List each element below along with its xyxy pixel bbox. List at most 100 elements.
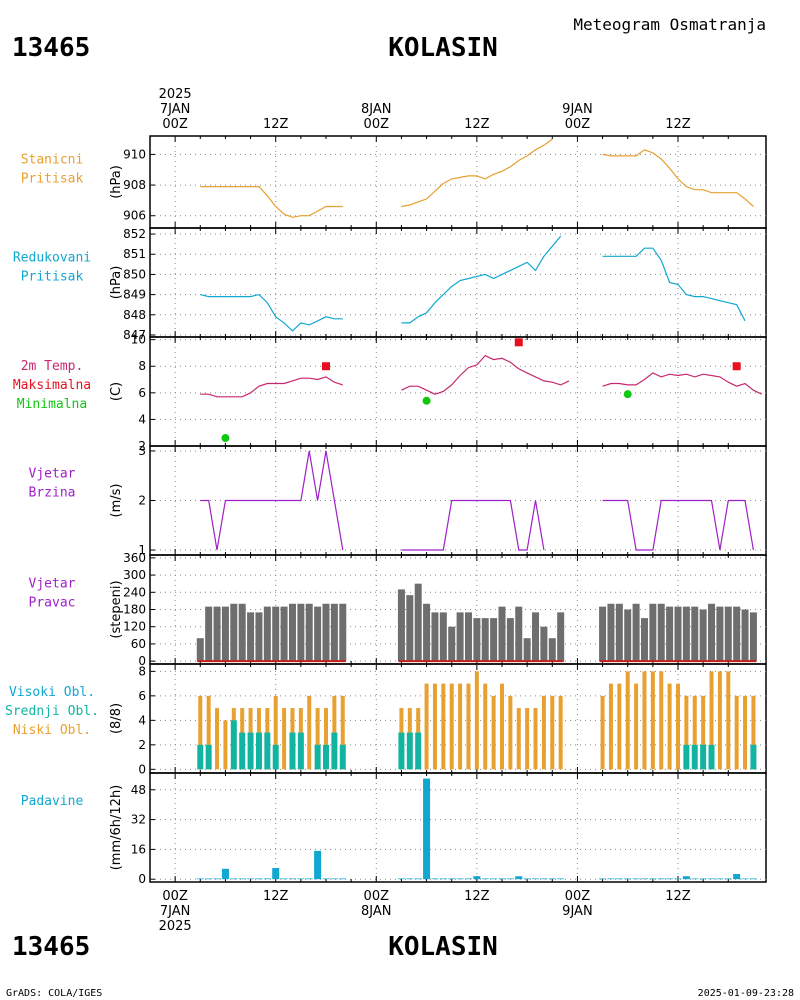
- data-bar: [456, 878, 464, 880]
- series-line: [200, 376, 343, 398]
- data-bar: [439, 612, 447, 662]
- data-bar: [448, 626, 456, 662]
- data-bar: [624, 609, 632, 662]
- time-label: 9JAN: [562, 904, 593, 919]
- data-bar: [339, 878, 347, 880]
- data-bar: [625, 671, 630, 770]
- time-label: 12Z: [263, 889, 289, 904]
- data-bar: [506, 878, 514, 880]
- y-axis-label: (hPa): [109, 165, 124, 199]
- data-bar: [206, 695, 211, 770]
- y-tick-label: 850: [123, 267, 146, 281]
- data-bar: [223, 720, 228, 770]
- data-bar: [523, 878, 531, 880]
- station-id-bottom: 13465: [12, 932, 90, 962]
- time-label: 12Z: [665, 117, 691, 132]
- time-label: 12Z: [464, 889, 490, 904]
- data-bar: [682, 876, 690, 880]
- data-bar: [414, 878, 422, 880]
- y-tick-label: 60: [131, 637, 146, 651]
- data-bar: [213, 878, 221, 880]
- data-bar: [464, 878, 472, 880]
- panel-label: 2m Temp.: [21, 359, 84, 374]
- data-bar: [506, 618, 514, 662]
- data-bar: [540, 878, 548, 880]
- y-tick-label: 300: [123, 568, 146, 582]
- y-tick-label: 6: [138, 386, 146, 400]
- data-bar: [273, 695, 278, 770]
- y-tick-label: 906: [123, 209, 146, 223]
- data-bar: [340, 695, 345, 770]
- data-bar: [198, 695, 203, 770]
- data-bar: [289, 732, 296, 770]
- data-bar: [431, 878, 439, 880]
- data-bar: [500, 683, 504, 770]
- time-label: 7JAN: [160, 904, 191, 919]
- data-bar: [456, 612, 464, 662]
- data-bar: [481, 878, 489, 880]
- data-bar: [297, 732, 304, 770]
- data-bar: [406, 732, 413, 770]
- data-bar: [213, 606, 221, 662]
- data-bar: [448, 878, 456, 880]
- y-tick-label: 910: [123, 147, 146, 161]
- data-bar: [221, 868, 229, 880]
- data-bar: [314, 606, 322, 662]
- data-bar: [717, 671, 722, 770]
- data-bar: [649, 603, 657, 662]
- data-bar: [263, 606, 271, 662]
- y-tick-label: 4: [138, 713, 146, 727]
- data-bar: [599, 606, 607, 662]
- y-tick-label: 908: [123, 178, 146, 192]
- station-name-bottom: KOLASIN: [388, 932, 498, 962]
- data-bar: [700, 744, 707, 770]
- data-bar: [196, 638, 204, 662]
- time-label: 8JAN: [361, 904, 392, 919]
- y-tick-label: 847: [123, 328, 146, 342]
- panel-label: Vjetar: [29, 467, 76, 482]
- data-bar: [684, 695, 689, 770]
- data-bar: [516, 708, 521, 770]
- data-bar: [733, 873, 741, 880]
- data-bar: [548, 878, 556, 880]
- data-bar: [330, 603, 338, 662]
- data-bar: [280, 606, 288, 662]
- data-bar: [716, 606, 724, 662]
- time-label: 7JAN: [160, 102, 191, 117]
- series-line: [200, 450, 344, 551]
- panel-frame: [149, 135, 767, 229]
- panel-label: Niski Obl.: [13, 723, 91, 738]
- footer-timestamp: 2025-01-09-23:28: [698, 988, 794, 999]
- data-bar: [339, 744, 346, 770]
- data-bar: [548, 638, 556, 662]
- panel-stanicni: 906 908 910 (hPa) Stanicni Pritisak: [21, 135, 767, 229]
- data-bar: [691, 878, 699, 880]
- y-tick-label: 16: [131, 842, 146, 856]
- max-temp-marker: [514, 338, 523, 347]
- data-bar: [608, 683, 613, 770]
- y-tick-label: 48: [131, 783, 146, 797]
- data-bar: [196, 878, 204, 880]
- data-bar: [666, 606, 674, 662]
- panel-label: Padavine: [21, 794, 84, 809]
- data-bar: [483, 683, 488, 770]
- data-bar: [215, 708, 220, 770]
- panel-label: Vjetar: [29, 577, 76, 592]
- data-bar: [491, 695, 496, 770]
- data-bar: [280, 878, 288, 880]
- data-bar: [397, 878, 405, 880]
- data-bar: [666, 878, 674, 880]
- y-axis-label: (C): [109, 382, 124, 401]
- panel-label: Maksimalna: [13, 378, 91, 393]
- data-bar: [415, 732, 422, 770]
- y-tick-label: 32: [131, 813, 146, 827]
- data-bar: [674, 606, 682, 662]
- data-bar: [490, 878, 498, 880]
- data-bar: [726, 671, 731, 770]
- chart-subtitle: Meteogram Osmatranja: [573, 15, 766, 34]
- data-bar: [297, 878, 305, 880]
- series-line: [200, 293, 343, 332]
